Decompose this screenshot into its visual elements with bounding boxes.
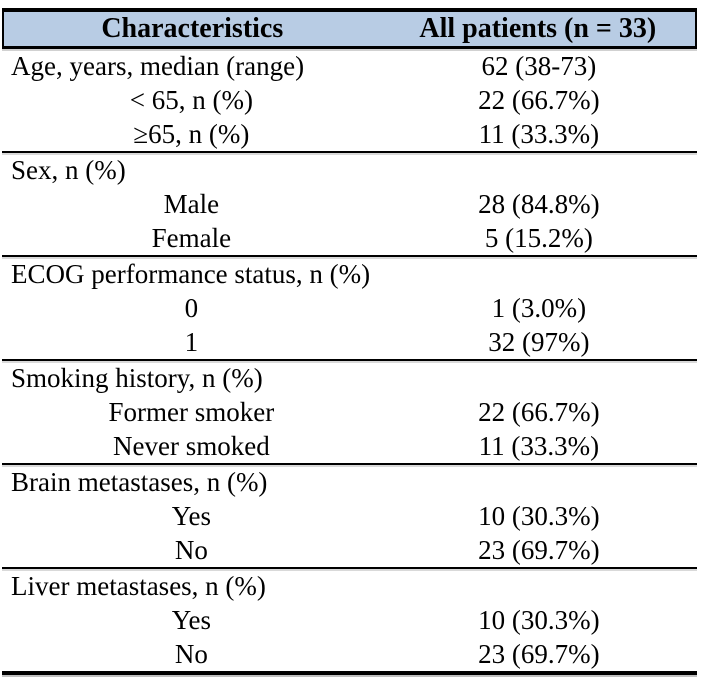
row-value xyxy=(381,569,697,603)
table-row: ≥65, n (%) 11 (33.3%) xyxy=(2,117,697,151)
table-row: ECOG performance status, n (%) xyxy=(2,257,697,291)
table-row: Age, years, median (range) 62 (38-73) xyxy=(2,49,697,83)
table-row: Sex, n (%) xyxy=(2,153,697,187)
row-label: No xyxy=(174,535,208,565)
row-value: 23 (69.7%) xyxy=(478,535,600,565)
table-row: 1 32 (97%) xyxy=(2,325,697,359)
row-label: Yes xyxy=(171,501,212,531)
table-section-brain-metastases: Brain metastases, n (%) Yes 10 (30.3%) N… xyxy=(2,465,697,569)
row-value xyxy=(381,153,697,187)
row-value xyxy=(381,257,697,291)
table-row: No 23 (69.7%) xyxy=(2,637,697,671)
row-value: 32 (97%) xyxy=(488,327,590,357)
row-value: 28 (84.8%) xyxy=(478,189,600,219)
table-section-age: Age, years, median (range) 62 (38-73) < … xyxy=(2,49,697,153)
table-row: Former smoker 22 (66.7%) xyxy=(2,395,697,429)
row-value: 11 (33.3%) xyxy=(478,119,600,149)
row-label: Male xyxy=(163,189,220,219)
row-label: 0 xyxy=(184,293,199,323)
row-label: No xyxy=(174,639,208,669)
table-row: 0 1 (3.0%) xyxy=(2,291,697,325)
table-section-smoking: Smoking history, n (%) Former smoker 22 … xyxy=(2,361,697,465)
patient-characteristics-table: Characteristics All patients (n = 33) Ag… xyxy=(2,8,697,675)
table-header-row: Characteristics All patients (n = 33) xyxy=(2,8,697,49)
row-value: 23 (69.7%) xyxy=(478,639,600,669)
table-row: No 23 (69.7%) xyxy=(2,533,697,567)
row-value: 62 (38-73) xyxy=(481,51,597,81)
row-value: 10 (30.3%) xyxy=(478,501,600,531)
row-label: Smoking history, n (%) xyxy=(11,363,263,393)
row-value: 10 (30.3%) xyxy=(478,605,600,635)
column-header-all-patients: All patients (n = 33) xyxy=(419,13,657,44)
table-row: Yes 10 (30.3%) xyxy=(2,499,697,533)
row-label: Liver metastases, n (%) xyxy=(11,571,266,601)
table-section-sex: Sex, n (%) Male 28 (84.8%) Female 5 (15.… xyxy=(2,153,697,257)
row-value: 22 (66.7%) xyxy=(478,85,600,115)
table-row: Liver metastases, n (%) xyxy=(2,569,697,603)
table-row: Never smoked 11 (33.3%) xyxy=(2,429,697,463)
row-label: Sex, n (%) xyxy=(11,155,126,185)
table-row: Smoking history, n (%) xyxy=(2,361,697,395)
table-row: < 65, n (%) 22 (66.7%) xyxy=(2,83,697,117)
table-section-ecog: ECOG performance status, n (%) 0 1 (3.0%… xyxy=(2,257,697,361)
row-label: ≥65, n (%) xyxy=(133,119,250,149)
table-row: Yes 10 (30.3%) xyxy=(2,603,697,637)
row-value: 11 (33.3%) xyxy=(478,431,600,461)
row-label: < 65, n (%) xyxy=(129,85,253,115)
row-label: Female xyxy=(151,223,232,253)
row-value xyxy=(381,361,697,395)
table-row: Female 5 (15.2%) xyxy=(2,221,697,255)
row-label: ECOG performance status, n (%) xyxy=(11,259,371,289)
row-value: 5 (15.2%) xyxy=(484,223,593,253)
table-row: Brain metastases, n (%) xyxy=(2,465,697,499)
row-value: 22 (66.7%) xyxy=(478,397,600,427)
row-label: 1 xyxy=(184,327,199,357)
row-label: Yes xyxy=(171,605,212,635)
row-label: Never smoked xyxy=(113,431,270,461)
row-value: 1 (3.0%) xyxy=(491,293,587,323)
column-header-characteristics: Characteristics xyxy=(101,13,284,44)
row-value xyxy=(381,465,697,499)
table-row: Male 28 (84.8%) xyxy=(2,187,697,221)
row-label: Age, years, median (range) xyxy=(11,51,305,81)
row-label: Former smoker xyxy=(108,397,275,427)
row-label: Brain metastases, n (%) xyxy=(11,467,268,497)
table-section-liver-metastases: Liver metastases, n (%) Yes 10 (30.3%) N… xyxy=(2,569,697,675)
